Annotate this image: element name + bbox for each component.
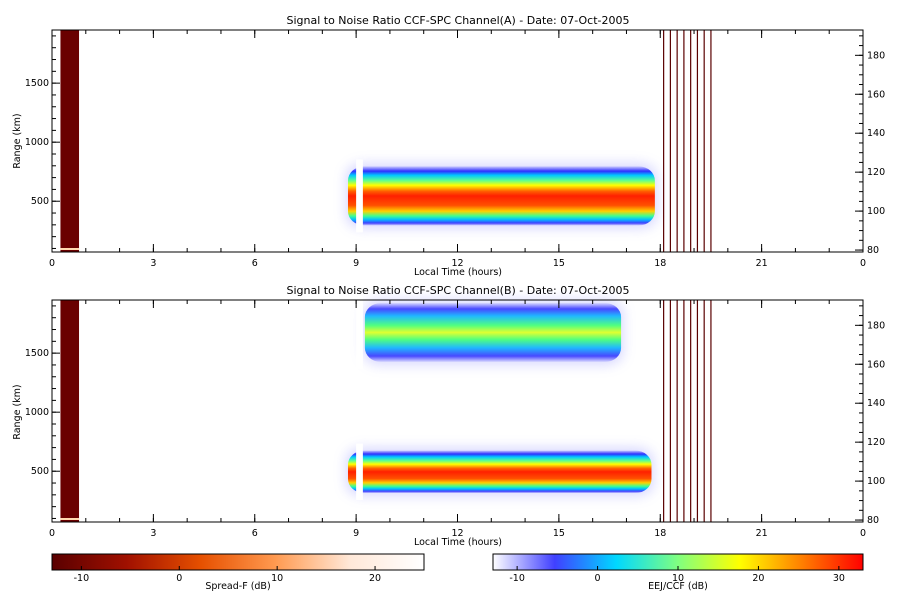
y2-tick-label: 140 bbox=[867, 398, 885, 409]
x-tick-label: 15 bbox=[553, 258, 565, 269]
panel-a-plot-area bbox=[60, 30, 712, 252]
panel-a-ylabel: Range (km) bbox=[12, 113, 23, 168]
y2-tick-label: 160 bbox=[867, 89, 885, 100]
spread-f-block-edge bbox=[60, 518, 80, 520]
x-tick-label: 9 bbox=[353, 258, 359, 269]
y2-tick-label: 100 bbox=[867, 206, 885, 217]
x-tick-label: 21 bbox=[756, 528, 768, 539]
spread-f-colorbar: -10 0 10 20 Spread-F (dB) bbox=[51, 553, 425, 592]
x-tick-label: 0 bbox=[49, 528, 55, 539]
x-tick-label: 18 bbox=[654, 258, 666, 269]
colorbar-tick-label: 0 bbox=[176, 573, 182, 584]
y-tick-label: 500 bbox=[31, 196, 49, 207]
panel-a-axes: 0 3 6 9 12 15 18 21 0 500 1000 1500 80 100 120 140 160 18… bbox=[25, 29, 885, 269]
spread-f-colorbar-ramp bbox=[51, 553, 425, 571]
y-tick-label: 1500 bbox=[25, 78, 49, 89]
panel-b-axes: 0 3 6 9 12 15 18 21 0 500 1000 1500 80 100 120 140 160 18… bbox=[25, 299, 885, 539]
y-tick-label: 500 bbox=[31, 466, 49, 477]
x-tick-label: 9 bbox=[353, 528, 359, 539]
panel-a-xlabel: Local Time (hours) bbox=[414, 267, 502, 278]
y2-tick-label: 180 bbox=[867, 320, 885, 331]
spread-f-block bbox=[60, 30, 80, 252]
y2-tick-label: 120 bbox=[867, 167, 885, 178]
colorbar-tick-label: 20 bbox=[369, 573, 381, 584]
eej-ccf-colorbar: -10 0 10 20 30 EEJ/CCF (dB) bbox=[492, 553, 864, 592]
y-tick-label: 1000 bbox=[25, 407, 49, 418]
x-tick-label: 0 bbox=[860, 258, 866, 269]
colorbar-tick-label: 0 bbox=[595, 573, 601, 584]
colorbar-tick-label: 20 bbox=[752, 573, 764, 584]
panel-b: Signal to Noise Ratio CCF-SPC Channel(B)… bbox=[12, 284, 885, 548]
y2-tick-label: 100 bbox=[867, 476, 885, 487]
eej-ccf-colorbar-ticks: -10 0 10 20 30 bbox=[509, 566, 845, 584]
panel-a-title: Signal to Noise Ratio CCF-SPC Channel(A)… bbox=[286, 14, 629, 27]
data-gap bbox=[356, 296, 363, 369]
y2-tick-label: 80 bbox=[867, 515, 879, 526]
spread-f-block-edge bbox=[60, 248, 80, 250]
data-gap bbox=[356, 159, 363, 233]
x-tick-label: 3 bbox=[150, 258, 156, 269]
x-tick-label: 0 bbox=[49, 258, 55, 269]
y2-tick-label: 120 bbox=[867, 437, 885, 448]
echo-layer bbox=[347, 166, 655, 226]
y2-tick-label: 160 bbox=[867, 359, 885, 370]
y2-tick-label: 180 bbox=[867, 50, 885, 61]
spread-f-colorbar-label: Spread-F (dB) bbox=[205, 581, 270, 592]
echo-layer bbox=[364, 303, 622, 362]
panel-b-title: Signal to Noise Ratio CCF-SPC Channel(B)… bbox=[286, 284, 629, 297]
data-gap bbox=[356, 443, 363, 501]
x-tick-label: 6 bbox=[252, 528, 258, 539]
x-tick-label: 3 bbox=[150, 528, 156, 539]
x-tick-label: 12 bbox=[451, 528, 463, 539]
x-tick-label: 12 bbox=[451, 258, 463, 269]
colorbar-tick-label: -10 bbox=[509, 573, 525, 584]
panel-a: Signal to Noise Ratio CCF-SPC Channel(A)… bbox=[12, 14, 885, 278]
x-tick-label: 21 bbox=[756, 258, 768, 269]
y-tick-label: 1500 bbox=[25, 348, 49, 359]
spread-f-colorbar-ticks: -10 0 10 20 bbox=[74, 566, 381, 584]
colorbar-tick-label: 30 bbox=[833, 573, 845, 584]
panel-b-xlabel: Local Time (hours) bbox=[414, 537, 502, 548]
panel-b-plot-area bbox=[60, 296, 712, 522]
colorbar-tick-label: 10 bbox=[672, 573, 684, 584]
x-tick-label: 18 bbox=[654, 528, 666, 539]
y-tick-label: 1000 bbox=[25, 137, 49, 148]
colorbar-tick-label: 10 bbox=[271, 573, 283, 584]
x-tick-label: 0 bbox=[860, 528, 866, 539]
x-tick-label: 15 bbox=[553, 528, 565, 539]
eej-ccf-colorbar-label: EEJ/CCF (dB) bbox=[648, 581, 708, 592]
x-tick-label: 6 bbox=[252, 258, 258, 269]
colorbar-tick-label: -10 bbox=[74, 573, 90, 584]
panel-b-ylabel: Range (km) bbox=[12, 384, 23, 439]
spread-f-block bbox=[60, 300, 80, 522]
echo-layer bbox=[347, 450, 652, 494]
y2-tick-label: 140 bbox=[867, 128, 885, 139]
y2-tick-label: 80 bbox=[867, 245, 879, 256]
